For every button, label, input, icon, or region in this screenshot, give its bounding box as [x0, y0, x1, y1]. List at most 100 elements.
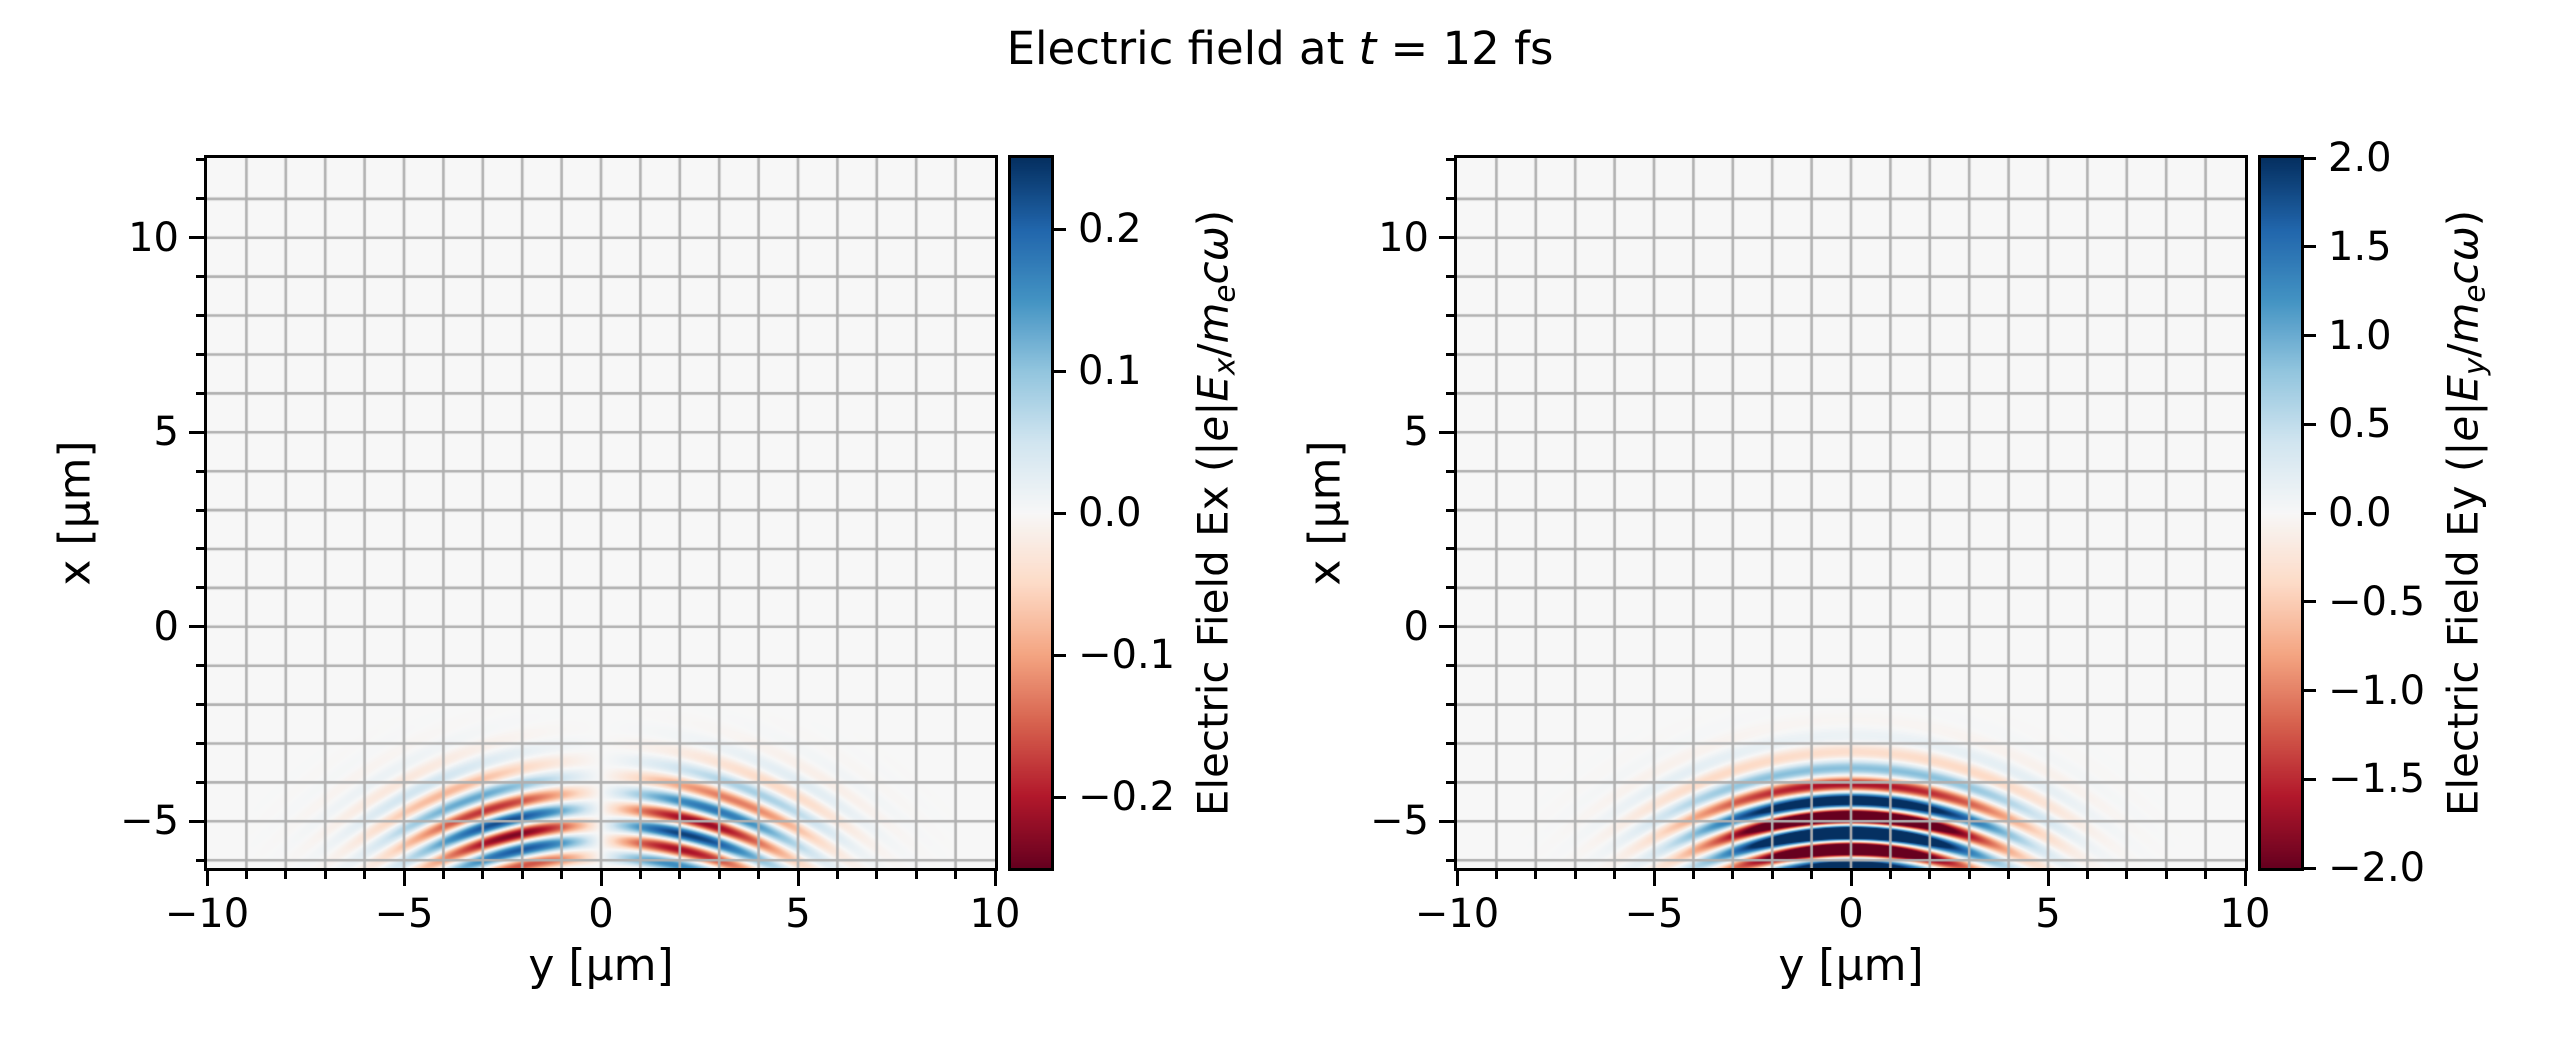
- chart-title: Electric field at t = 12 fs: [1007, 22, 1554, 75]
- y-minor-tick: [196, 664, 204, 668]
- heatmap-ex-axes: [204, 155, 998, 871]
- y-tick-label: −5: [120, 798, 179, 845]
- y-major-tick: [1439, 430, 1454, 434]
- y-minor-tick: [196, 391, 204, 395]
- x-major-tick: [205, 871, 209, 886]
- y-major-tick: [1439, 625, 1454, 629]
- x-minor-tick: [1967, 871, 1971, 879]
- label-segment: |: [1188, 401, 1238, 416]
- colorbar-tick-label: −1.5: [2328, 756, 2426, 803]
- colorbar-ey-gradient: [2261, 158, 2301, 868]
- x-major-tick: [993, 871, 997, 886]
- x-minor-tick: [2204, 871, 2208, 879]
- y-minor-tick: [196, 508, 204, 512]
- y-axis-label-ey: x [μm]: [1299, 440, 1351, 586]
- colorbar-tick-label: −0.1: [1078, 632, 1176, 678]
- x-tick-label: 0: [1838, 891, 1864, 937]
- y-minor-tick: [196, 314, 204, 318]
- label-segment: ): [2438, 209, 2488, 227]
- colorbar-ex: [1008, 155, 1054, 871]
- colorbar-label-ex: Electric Field Ex (|e|Ex/mecω): [1188, 210, 1241, 816]
- x-major-tick: [599, 871, 603, 886]
- x-tick-label: −5: [1624, 891, 1684, 937]
- x-minor-tick: [441, 871, 445, 879]
- colorbar-tick: [2304, 866, 2316, 870]
- x-minor-tick: [1888, 871, 1892, 879]
- colorbar-tick: [1054, 511, 1066, 515]
- y-minor-tick: [1446, 197, 1454, 201]
- label-segment: e: [1188, 415, 1238, 442]
- label-segment: m: [2438, 302, 2488, 344]
- y-tick-label: 0: [1403, 603, 1429, 650]
- x-minor-tick: [954, 871, 958, 879]
- label-segment: E: [1188, 375, 1238, 402]
- y-minor-tick: [196, 586, 204, 590]
- heatmap-ex-image: [207, 158, 995, 868]
- label-segment: e: [2438, 415, 2488, 442]
- y-major-tick: [189, 625, 204, 629]
- label-segment: Electric Field Ex (|: [1188, 441, 1238, 817]
- x-minor-tick: [2164, 871, 2168, 879]
- colorbar-tick-label: −1.0: [2328, 667, 2426, 714]
- label-segment: t: [1358, 22, 1377, 75]
- y-major-tick: [1439, 819, 1454, 823]
- label-segment: = 12 fs: [1376, 22, 1554, 75]
- y-minor-tick: [196, 703, 204, 707]
- y-minor-tick: [1446, 742, 1454, 745]
- x-minor-tick: [520, 871, 524, 879]
- colorbar-tick: [1054, 227, 1066, 231]
- y-minor-tick: [1446, 275, 1454, 279]
- colorbar-label-ey: Electric Field Ey (|e|Ey/mecω): [2438, 210, 2491, 816]
- colorbar-tick: [2304, 334, 2316, 337]
- colorbar-tick-label: 0.5: [2328, 401, 2392, 448]
- y-minor-tick: [1446, 664, 1454, 668]
- y-minor-tick: [196, 780, 204, 784]
- colorbar-tick-label: 0.1: [1078, 348, 1142, 394]
- y-major-tick: [189, 236, 204, 240]
- colorbar-tick: [1054, 795, 1066, 799]
- y-axis-label-ex: x [μm]: [49, 440, 101, 586]
- label-segment: Electric field at: [1006, 22, 1359, 75]
- x-minor-tick: [914, 871, 918, 879]
- x-minor-tick: [1770, 871, 1774, 879]
- colorbar-tick: [2304, 156, 2316, 160]
- y-major-tick: [189, 819, 204, 823]
- x-minor-tick: [1613, 871, 1617, 879]
- y-minor-tick: [196, 275, 204, 279]
- label-segment: e: [1207, 284, 1242, 303]
- label-segment: e: [2457, 284, 2492, 303]
- label-segment: /: [2438, 343, 2488, 358]
- x-minor-tick: [323, 871, 327, 879]
- colorbar-ex-gradient: [1011, 158, 1051, 868]
- colorbar-tick-label: 0.0: [1078, 490, 1142, 536]
- colorbar-tick-label: 2.0: [2328, 135, 2392, 181]
- label-segment: m: [1188, 302, 1238, 344]
- x-tick-label: −10: [164, 891, 250, 937]
- y-minor-tick: [1446, 547, 1454, 551]
- heatmap-ey-axes: [1454, 155, 2248, 871]
- label-segment: y: [2457, 357, 2492, 376]
- label-segment: cω: [2438, 226, 2488, 285]
- colorbar-tick: [2304, 511, 2316, 515]
- x-tick-label: 0: [588, 891, 614, 937]
- x-minor-tick: [2007, 871, 2011, 879]
- colorbar-tick-label: −2.0: [2328, 845, 2426, 891]
- colorbar-tick: [2304, 689, 2316, 692]
- y-tick-label: 10: [1378, 214, 1429, 261]
- y-tick-label: 0: [153, 603, 179, 650]
- x-minor-tick: [1534, 871, 1538, 879]
- x-minor-tick: [835, 871, 839, 879]
- colorbar-tick: [2304, 245, 2316, 249]
- x-minor-tick: [2085, 871, 2089, 879]
- colorbar-tick-label: 0.0: [2328, 490, 2392, 536]
- x-tick-label: −10: [1414, 891, 1500, 937]
- x-axis-label-ey: y [μm]: [1778, 940, 1924, 991]
- x-minor-tick: [363, 871, 367, 879]
- x-minor-tick: [1691, 871, 1695, 879]
- x-minor-tick: [1810, 871, 1814, 879]
- label-segment: |: [2438, 401, 2488, 416]
- x-tick-label: 5: [2035, 891, 2061, 937]
- x-minor-tick: [1494, 871, 1498, 879]
- colorbar-tick-label: 0.2: [1078, 206, 1142, 252]
